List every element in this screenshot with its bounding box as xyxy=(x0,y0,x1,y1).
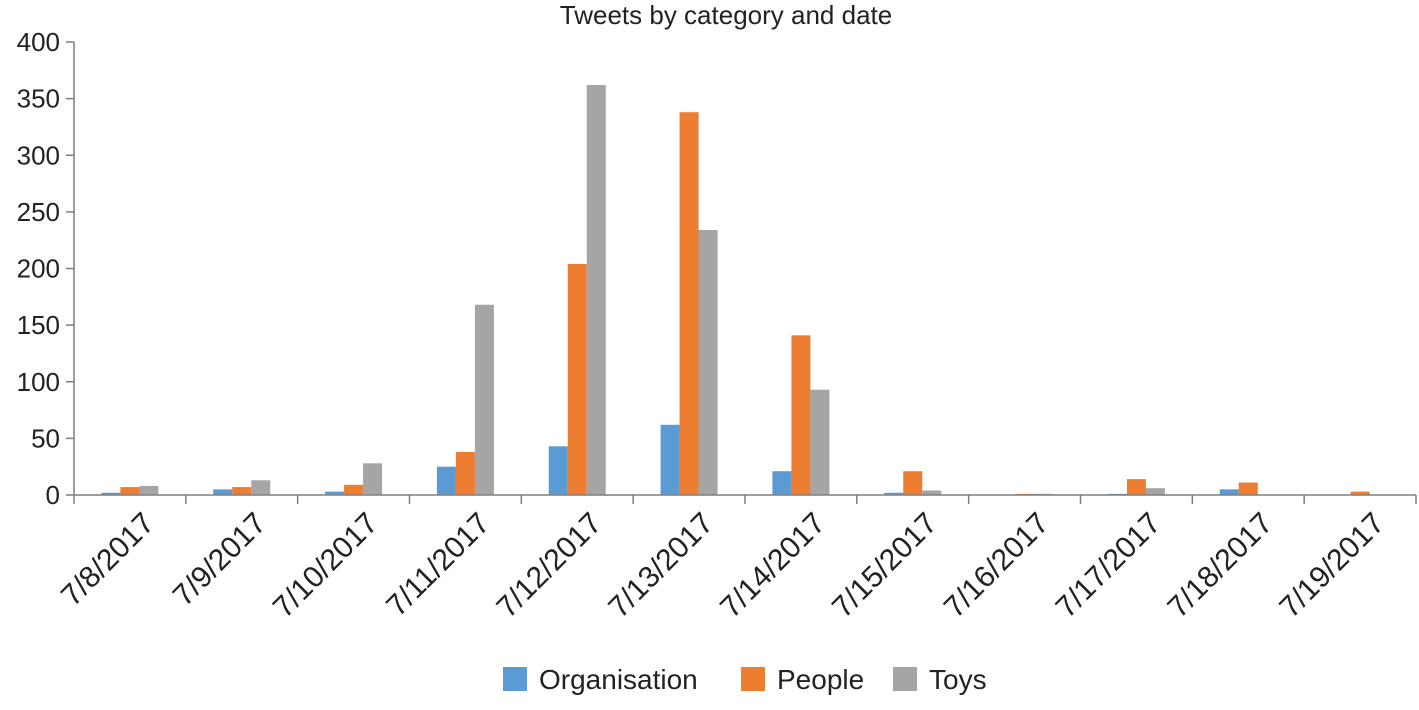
x-tick-label: 7/14/2017 xyxy=(714,507,832,625)
bar-toys-2 xyxy=(363,463,383,495)
bar-people-7 xyxy=(903,471,923,495)
bar-toys-1 xyxy=(251,480,271,495)
y-tick-label: 400 xyxy=(17,27,60,57)
x-tick-label: 7/16/2017 xyxy=(938,507,1056,625)
bar-people-10 xyxy=(1238,482,1258,495)
legend-label-toys: Toys xyxy=(929,664,987,695)
x-tick-label: 7/17/2017 xyxy=(1050,507,1168,625)
bar-organisation-10 xyxy=(1219,489,1239,495)
bar-toys-7 xyxy=(922,490,942,495)
bar-toys-0 xyxy=(139,485,159,495)
axes xyxy=(73,42,1417,504)
x-tick-label: 7/9/2017 xyxy=(167,507,273,613)
bar-people-6 xyxy=(791,335,811,495)
bar-toys-6 xyxy=(810,389,830,495)
x-tick-label: 7/18/2017 xyxy=(1161,507,1279,625)
bar-organisation-7 xyxy=(884,492,904,495)
bar-organisation-0 xyxy=(101,492,121,495)
bar-organisation-2 xyxy=(325,491,345,495)
legend-swatch-toys xyxy=(893,667,917,691)
bar-people-1 xyxy=(232,487,252,495)
x-tick-label: 7/15/2017 xyxy=(826,507,944,625)
x-tick-label: 7/12/2017 xyxy=(490,507,608,625)
x-axis-ticks: 7/8/2017 7/9/20177/10/20177/11/20177/12/2… xyxy=(55,507,1391,625)
y-tick-label: 350 xyxy=(17,84,60,114)
bar-people-3 xyxy=(455,451,475,495)
y-axis-ticks: 0 50 100 150 200 250 300 350 400 xyxy=(17,27,74,510)
bar-people-2 xyxy=(344,484,364,495)
bar-people-4 xyxy=(567,263,587,495)
bar-organisation-3 xyxy=(436,466,456,495)
bar-organisation-1 xyxy=(213,489,233,495)
bar-people-5 xyxy=(679,112,699,495)
x-tick-label: 7/11/2017 xyxy=(380,507,496,623)
y-tick-label: 50 xyxy=(31,423,60,453)
bar-people-11 xyxy=(1350,491,1370,495)
y-tick-label: 200 xyxy=(17,254,60,284)
y-tick-label: 300 xyxy=(17,140,60,170)
bar-people-9 xyxy=(1126,479,1146,495)
bar-organisation-6 xyxy=(772,471,792,495)
bar-toys-3 xyxy=(474,304,494,495)
x-tick-label: 7/8/2017 xyxy=(55,507,161,613)
chart-title: Tweets by category and date xyxy=(560,0,892,30)
bar-toys-4 xyxy=(586,85,606,495)
y-tick-label: 150 xyxy=(17,310,60,340)
bar-people-0 xyxy=(120,487,140,495)
bar-organisation-5 xyxy=(660,424,680,495)
y-tick-label: 0 xyxy=(46,480,60,510)
legend-swatch-organisation xyxy=(503,667,527,691)
x-tick-label: 7/10/2017 xyxy=(267,507,385,625)
bars xyxy=(101,85,1370,495)
legend-label-people: People xyxy=(777,664,864,695)
legend-swatch-people xyxy=(741,667,765,691)
x-tick-label: 7/13/2017 xyxy=(602,507,720,625)
legend: Organisation People Toys xyxy=(503,664,987,695)
bar-toys-5 xyxy=(698,229,718,495)
y-tick-label: 250 xyxy=(17,197,60,227)
x-tick-label: 7/19/2017 xyxy=(1273,507,1391,625)
bar-organisation-4 xyxy=(548,446,568,495)
y-tick-label: 100 xyxy=(17,367,60,397)
legend-label-organisation: Organisation xyxy=(539,664,698,695)
bar-toys-9 xyxy=(1145,488,1165,495)
